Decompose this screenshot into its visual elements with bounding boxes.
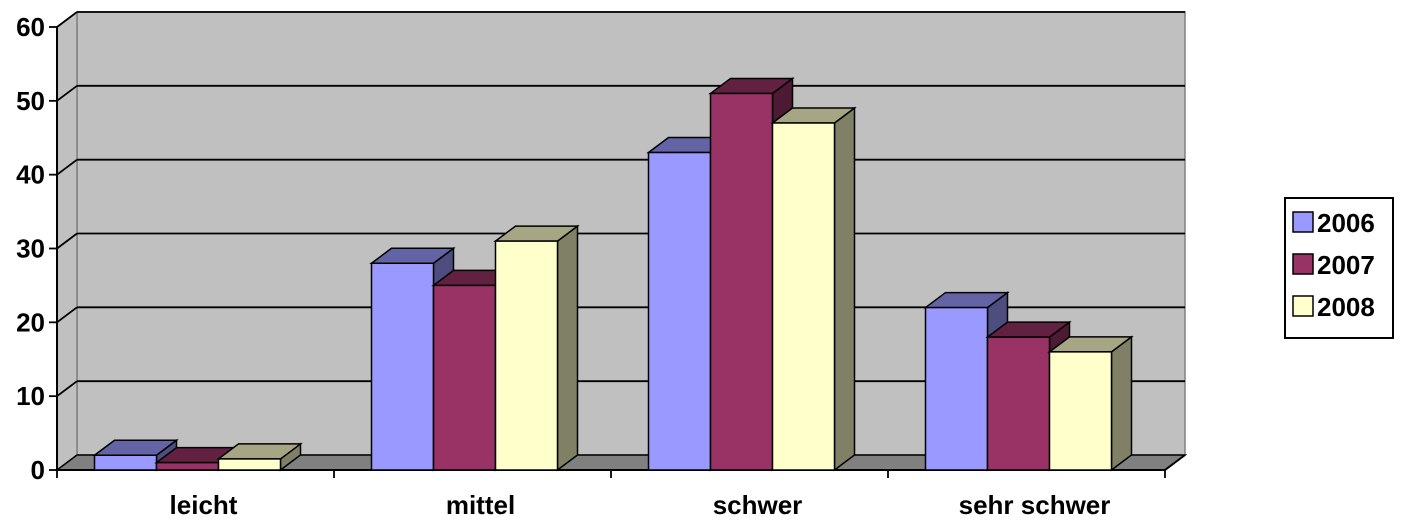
gridline-side	[56, 85, 78, 102]
bar-2008-mittel	[493, 224, 580, 472]
gridline-side	[56, 232, 78, 250]
gridline-side	[56, 11, 78, 28]
category-label: leicht	[170, 490, 238, 520]
category-labels: leicht mittel schwer sehr schwer	[170, 490, 1111, 520]
x-axis-depth	[1164, 454, 1186, 471]
bars	[92, 76, 1134, 472]
legend-label: 2007	[1317, 250, 1375, 280]
y-tick-label: 40	[16, 160, 45, 190]
bar-2008-sehr-schwer	[1047, 335, 1134, 472]
gridline-side	[56, 158, 78, 176]
y-tick-label: 0	[31, 455, 45, 485]
gridline-side	[56, 306, 78, 324]
legend-label: 2006	[1317, 208, 1375, 238]
legend-swatch	[1292, 295, 1314, 317]
gridline-side	[56, 380, 78, 397]
bar-2008-leicht	[216, 442, 303, 472]
category-label: schwer	[713, 490, 803, 520]
gridlines	[56, 11, 1185, 397]
category-label: mittel	[446, 490, 515, 520]
legend-swatch	[1292, 211, 1314, 233]
legend: 2006 2007 2008	[1284, 197, 1394, 339]
y-tick-label: 30	[16, 234, 45, 264]
legend-label: 2008	[1317, 292, 1375, 322]
category-label: sehr schwer	[959, 490, 1111, 520]
y-tick-label: 20	[16, 307, 45, 337]
y-tick-labels: 0 10 20 30 40 50 60	[16, 12, 45, 485]
legend-swatch	[1292, 253, 1314, 275]
y-tick-label: 10	[16, 381, 45, 411]
bar-2008-schwer	[770, 106, 857, 472]
y-tick-label: 50	[16, 86, 45, 116]
bar-2006-leicht	[92, 438, 179, 472]
y-tick-label: 60	[16, 12, 45, 42]
